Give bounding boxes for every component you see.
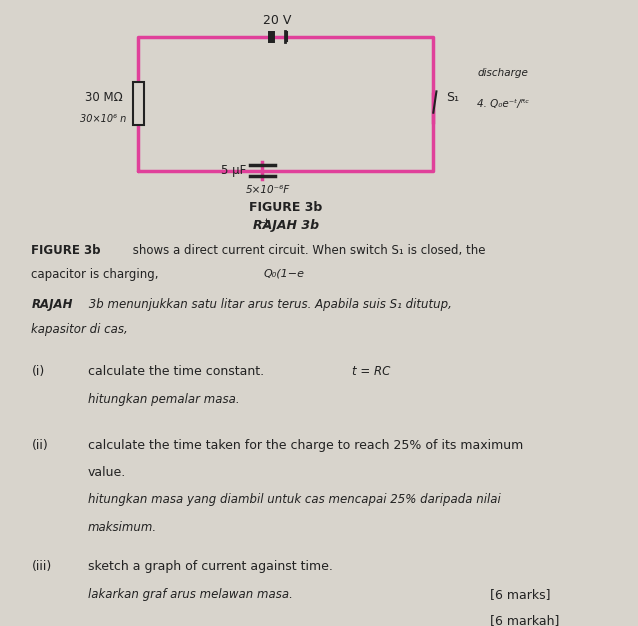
Text: (i): (i) xyxy=(31,366,45,379)
Text: lakarkan graf arus melawan masa.: lakarkan graf arus melawan masa. xyxy=(88,588,293,601)
Text: S₁: S₁ xyxy=(446,91,459,104)
Bar xyxy=(133,82,144,125)
Text: discharge: discharge xyxy=(477,68,528,78)
Text: hitungkan pemalar masa.: hitungkan pemalar masa. xyxy=(88,393,239,406)
Text: 20 V: 20 V xyxy=(263,14,292,28)
Text: (ii): (ii) xyxy=(31,439,48,451)
Text: Q₀(1−e: Q₀(1−e xyxy=(263,268,305,278)
Text: calculate the time taken for the charge to reach 25% of its maximum: calculate the time taken for the charge … xyxy=(88,439,523,451)
Text: shows a direct current circuit. When switch S₁ is closed, the: shows a direct current circuit. When swi… xyxy=(129,244,486,257)
Text: 30 MΩ: 30 MΩ xyxy=(85,91,122,104)
Text: sketch a graph of current against time.: sketch a graph of current against time. xyxy=(88,560,333,573)
Text: value.: value. xyxy=(88,466,126,479)
Text: kapasitor di cas,: kapasitor di cas, xyxy=(31,323,128,336)
Text: 30×10⁶ n: 30×10⁶ n xyxy=(80,114,127,124)
Text: 3b menunjukkan satu litar arus terus. Apabila suis S₁ ditutup,: 3b menunjukkan satu litar arus terus. Ap… xyxy=(85,299,452,312)
Text: 4. Q₀e⁻ᵗ/ᴿᶜ: 4. Q₀e⁻ᵗ/ᴿᶜ xyxy=(477,98,530,108)
Text: 5×10⁻⁶F: 5×10⁻⁶F xyxy=(246,185,290,195)
Text: −t: −t xyxy=(258,218,270,228)
Text: RAJAH 3b: RAJAH 3b xyxy=(253,219,319,232)
Text: RAJAH: RAJAH xyxy=(31,299,73,312)
Text: maksimum.: maksimum. xyxy=(88,521,157,534)
Text: calculate the time constant.: calculate the time constant. xyxy=(88,366,264,379)
Text: 5 μF: 5 μF xyxy=(221,164,246,177)
Text: [6 marks]: [6 marks] xyxy=(490,588,551,601)
Text: [6 markah]: [6 markah] xyxy=(490,614,559,626)
Text: FIGURE 3b: FIGURE 3b xyxy=(31,244,101,257)
Text: FIGURE 3b: FIGURE 3b xyxy=(249,201,322,214)
Text: capacitor is charging,: capacitor is charging, xyxy=(31,268,159,281)
Text: t = RC: t = RC xyxy=(352,366,390,379)
Text: (iii): (iii) xyxy=(31,560,52,573)
Text: hitungkan masa yang diambil untuk cas mencapai 25% daripada nilai: hitungkan masa yang diambil untuk cas me… xyxy=(88,493,501,506)
